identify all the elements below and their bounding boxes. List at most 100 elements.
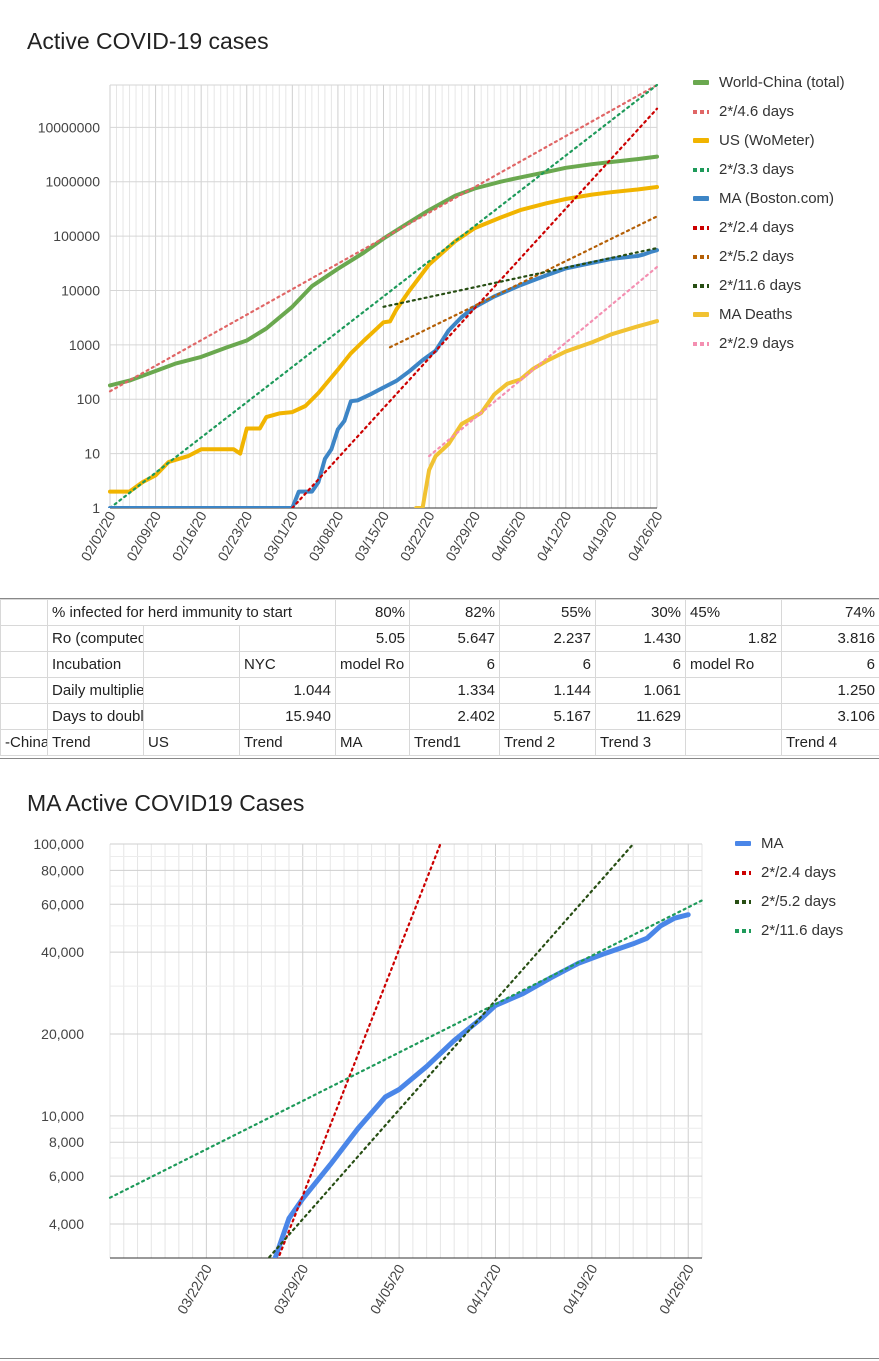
legend-item: 2*/2.4 days (735, 858, 843, 887)
legend-item: MA (735, 829, 843, 858)
series-line-10 (428, 265, 659, 458)
table-cell[interactable] (143, 625, 240, 652)
legend-label: 2*/11.6 days (761, 922, 844, 939)
table-cell[interactable]: 5.647 (409, 625, 501, 652)
x-tick-label: 04/26/20 (656, 1261, 697, 1316)
legend-label: MA (761, 835, 784, 852)
table-cell[interactable]: -China (0, 729, 48, 756)
table-cell[interactable]: Trend1 (409, 729, 501, 756)
table-cell[interactable]: 55% (499, 599, 597, 626)
legend-swatch (735, 841, 751, 846)
table-cell[interactable]: 5.167 (499, 703, 597, 730)
series-line-9 (414, 319, 659, 508)
legend-item: 2*/11.6 days (735, 916, 843, 945)
table-cell[interactable]: model Ro (335, 651, 411, 678)
table-cell[interactable]: model Ro (685, 651, 783, 678)
table-cell[interactable] (685, 729, 783, 756)
table-cell[interactable] (335, 703, 411, 730)
series-line-8 (382, 247, 659, 308)
table-cell[interactable]: Trend 4 (781, 729, 879, 756)
table-cell[interactable] (335, 677, 411, 704)
legend-item: World-China (total) (693, 68, 845, 97)
table-cell[interactable]: 1.144 (499, 677, 597, 704)
table-cell[interactable]: US (143, 729, 240, 756)
y-tick-label: 40,000 (41, 944, 84, 960)
series-line-6 (291, 107, 659, 508)
chart-title: Active COVID-19 cases (27, 28, 269, 54)
table-cell[interactable]: 11.629 (595, 703, 687, 730)
table-cell[interactable] (685, 703, 783, 730)
series-line-4 (108, 83, 659, 508)
table-cell[interactable] (0, 677, 48, 704)
series-group (108, 842, 704, 1258)
y-tick-label: 10 (84, 446, 100, 462)
series-line-2 (277, 842, 442, 1258)
legend-swatch (693, 312, 709, 317)
table-row: Ro (computed) 5.05 5.647 2.237 1.430 1.82 3.81… (0, 625, 879, 652)
legend-label: 2*/2.4 days (719, 219, 795, 236)
legend-label: US (WoMeter) (719, 132, 815, 149)
table-cell[interactable]: Trend (238, 729, 337, 756)
legend-label: 2*/2.4 days (761, 864, 837, 881)
table-cell[interactable]: 2.402 (409, 703, 501, 730)
table-cell[interactable]: 74% (781, 599, 879, 626)
y-tick-label: 100000 (53, 228, 100, 244)
table-cell[interactable] (0, 599, 48, 626)
legend-swatch (693, 109, 709, 114)
table-cell[interactable]: Incubation (47, 651, 144, 678)
table-cell[interactable]: 1.250 (781, 677, 879, 704)
grid (109, 84, 658, 509)
table-cell[interactable] (238, 625, 337, 652)
table-row: Incubation NYC model Ro 6 6 6 model Ro 6 (0, 651, 879, 678)
table-cell[interactable]: 80% (335, 599, 411, 626)
table-row: Daily multiplier 1.044 1.334 1.144 1.061 1.25… (0, 677, 879, 704)
legend-label: World-China (total) (719, 74, 845, 91)
legend-label: 2*/5.2 days (761, 893, 837, 910)
legend-item: 2*/11.6 days (693, 271, 845, 300)
legend-swatch (693, 225, 709, 230)
table-cell[interactable]: MA (335, 729, 411, 756)
divider (0, 598, 879, 599)
table-cell[interactable]: 30% (595, 599, 687, 626)
series-line-3 (108, 185, 659, 494)
legend-swatch (735, 928, 751, 933)
table-cell[interactable]: Trend 3 (595, 729, 687, 756)
y-tick-label: 1000 (69, 337, 100, 353)
divider (0, 758, 879, 759)
x-tick-label: 04/12/20 (463, 1261, 504, 1316)
legend-item: 2*/2.4 days (693, 213, 845, 242)
chart-active-covid: 11010010001000010000010000001000000002/0… (38, 83, 666, 564)
table-cell[interactable]: 3.816 (781, 625, 879, 652)
legend-swatch (693, 341, 709, 346)
series-group (108, 83, 659, 508)
table-cell[interactable]: 5.05 (335, 625, 411, 652)
table-cell[interactable]: Trend 2 (499, 729, 597, 756)
legend-swatch (693, 254, 709, 259)
legend-item: 2*/3.3 days (693, 155, 845, 184)
table-cell[interactable]: Trend (47, 729, 144, 756)
y-tick-label: 20,000 (41, 1026, 84, 1042)
table-cell[interactable]: 1.82 (685, 625, 783, 652)
table-cell[interactable]: 6 (781, 651, 879, 678)
chart-legend: MA 2*/2.4 days 2*/5.2 days 2*/11.6 days (735, 829, 843, 945)
table-cell[interactable]: 6 (595, 651, 687, 678)
legend-label: 2*/2.9 days (719, 335, 795, 352)
table-cell[interactable]: Ro (computed) (47, 625, 144, 652)
legend-swatch (693, 283, 709, 288)
divider (0, 1358, 879, 1359)
legend-item: 2*/2.9 days (693, 329, 845, 358)
y-tick-label: 4,000 (49, 1216, 84, 1232)
table-cell[interactable]: NYC (238, 651, 337, 678)
legend-label: 2*/4.6 days (719, 103, 795, 120)
y-tick-label: 10000 (61, 282, 100, 298)
y-tick-label: 6,000 (49, 1168, 84, 1184)
series-line-3 (267, 842, 635, 1258)
y-tick-label: 10,000 (41, 1108, 84, 1124)
table-cell[interactable]: 15.940 (238, 703, 337, 730)
x-tick-label: 03/22/20 (174, 1261, 215, 1316)
table-cell[interactable] (0, 703, 48, 730)
table-cell[interactable] (143, 677, 240, 704)
table-cell[interactable]: 1.334 (409, 677, 501, 704)
series-line-7 (388, 215, 659, 349)
legend-swatch (693, 196, 709, 201)
